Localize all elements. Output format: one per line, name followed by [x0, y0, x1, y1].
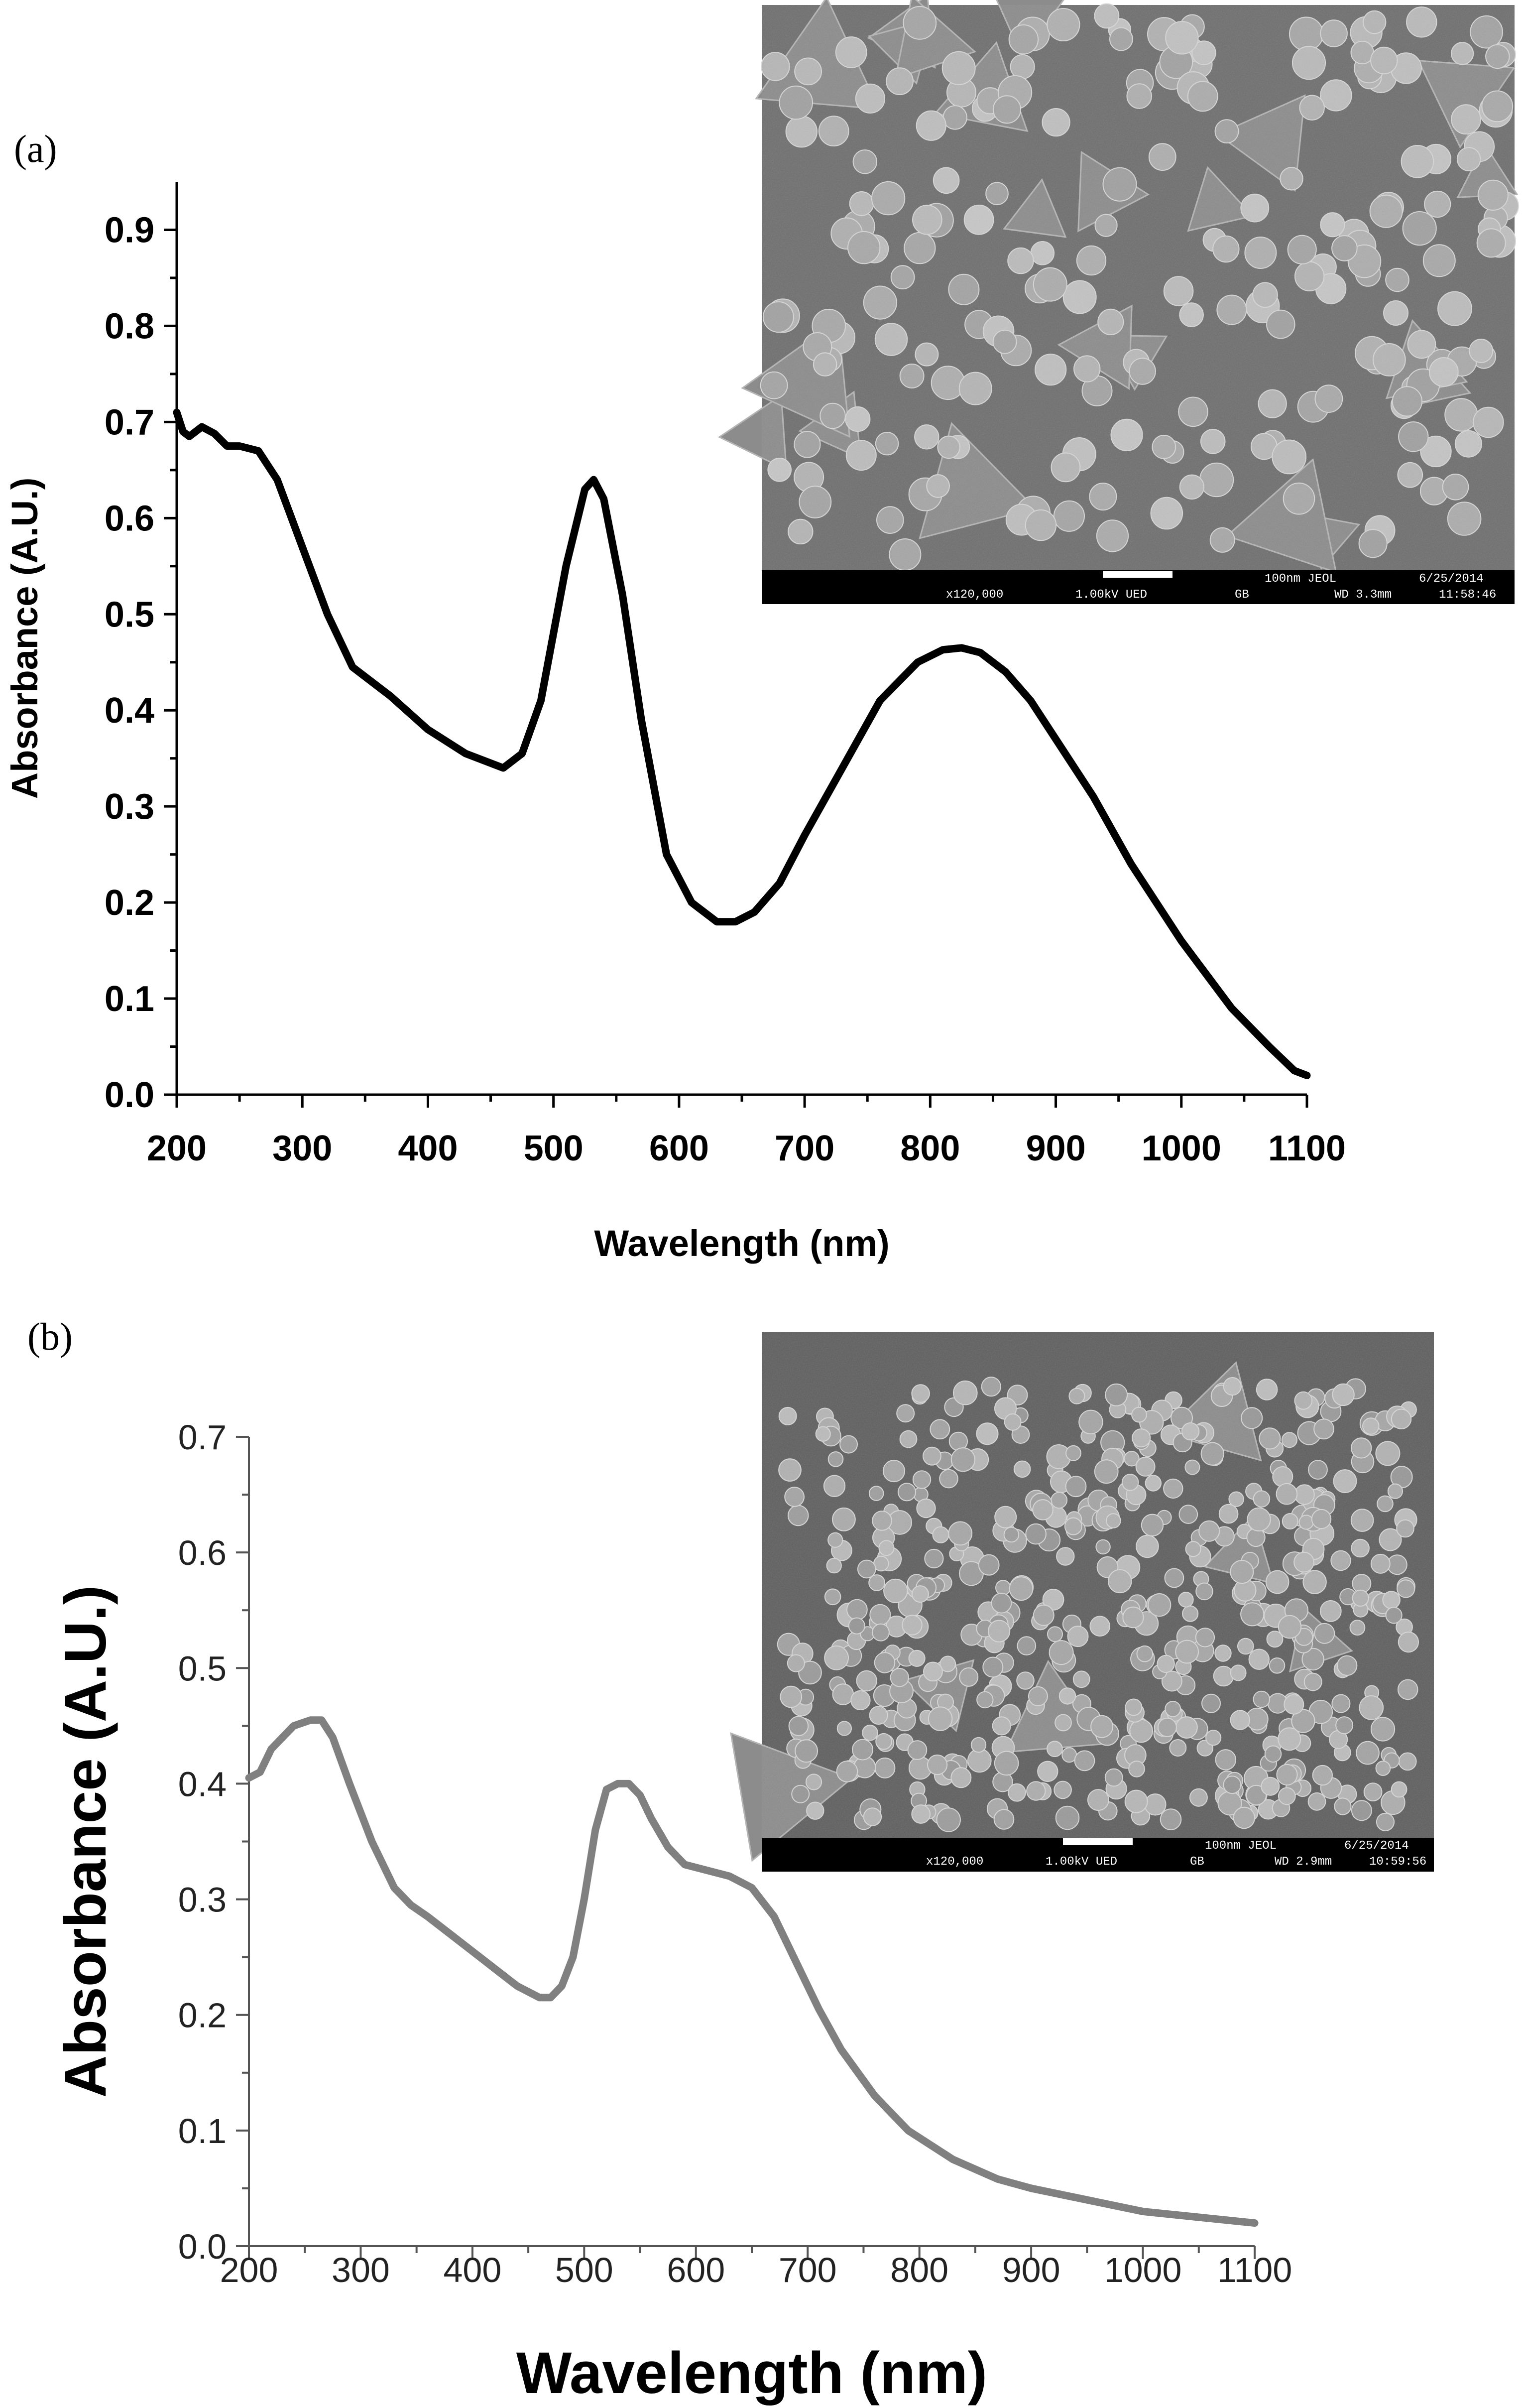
y-tick-label: 0.3	[178, 1881, 227, 1919]
sem-date: 6/25/2014	[1344, 1839, 1409, 1853]
sem-inset-a: 100nm JEOL 6/25/2014 x120,000 1.00kV UED…	[717, 0, 1519, 604]
y-tick-label: 0.2	[105, 883, 154, 923]
sem-scale-bar	[1063, 1838, 1133, 1845]
x-tick-label: 1100	[1268, 1129, 1346, 1168]
y-tick-label: 0.7	[105, 402, 154, 442]
x-tick-label: 500	[555, 2251, 613, 2289]
plot-b-axes: 200 300 400 500 600 700 800 900 1000 1100 0.0 0.1 0.…	[53, 1418, 1292, 2406]
y-tick-label: 0.7	[178, 1418, 227, 1457]
panel-a: (a) 200 300 400 500 600 700 800 900 1000 1100 0.0 0…	[4, 0, 1519, 1264]
y-tick-label: 0.4	[105, 691, 154, 731]
sem-texture	[762, 1332, 1434, 1838]
sem-inset-b: 100nm JEOL 6/25/2014 x120,000 1.00kV UED…	[730, 1332, 1434, 1872]
x-tick-label: 700	[775, 1129, 834, 1168]
sem-instrument-scale: 100nm JEOL	[1205, 1839, 1277, 1853]
sem-scale-bar	[1103, 571, 1172, 578]
y-axis-title: Absorbance (A.U.)	[4, 478, 45, 799]
panel-b-label: (b)	[27, 1315, 73, 1358]
x-tick-label: 400	[398, 1129, 458, 1168]
plot-a-axes: 200 300 400 500 600 700 800 900 1000 1100 0.0 0.1 0.…	[4, 182, 1346, 1264]
x-axis-title: Wavelength (nm)	[516, 2340, 987, 2406]
x-tick-label: 800	[900, 1129, 960, 1168]
sem-voltage: 1.00kV UED	[1046, 1855, 1117, 1869]
x-tick-label: 200	[147, 1129, 207, 1168]
absorbance-series-line	[245, 1716, 1259, 2227]
x-tick-label: 300	[332, 2251, 390, 2289]
x-tick-label: 500	[524, 1129, 584, 1168]
y-tick-label: 0.1	[105, 979, 154, 1019]
x-tick-label: 400	[443, 2251, 501, 2289]
y-tick-label: 0.3	[105, 787, 154, 827]
y-tick-label: 0.2	[178, 1996, 227, 2035]
x-tick-label: 600	[649, 1129, 709, 1168]
panel-b: (b) 200 300 400 500 600 700 800 900 1000 1100 0.0 0…	[27, 1315, 1434, 2406]
absorbance-series-line	[173, 408, 1311, 1079]
x-tick-label: 600	[667, 2251, 725, 2289]
x-tick-label: 900	[1002, 2251, 1060, 2289]
y-tick-label: 0.0	[105, 1075, 154, 1115]
sem-texture	[762, 5, 1515, 570]
x-tick-label: 200	[220, 2251, 278, 2289]
y-tick-label: 0.1	[178, 2112, 227, 2151]
sem-voltage: 1.00kV UED	[1075, 588, 1147, 602]
y-tick-label: 0.4	[178, 1765, 227, 1803]
x-tick-label: 700	[779, 2251, 837, 2289]
sem-magnification: x120,000	[926, 1855, 983, 1869]
y-tick-label: 0.8	[105, 306, 154, 346]
sem-operator: GB	[1190, 1855, 1204, 1869]
sem-instrument-scale: 100nm JEOL	[1265, 572, 1336, 586]
sem-time: 10:59:56	[1369, 1855, 1426, 1869]
sem-date: 6/25/2014	[1419, 572, 1484, 586]
y-tick-label: 0.6	[105, 499, 154, 538]
x-axis-title: Wavelength (nm)	[594, 1223, 889, 1264]
y-axis-title: Absorbance (A.U.)	[53, 1585, 118, 2098]
y-tick-label: 0.5	[178, 1649, 227, 1688]
sem-time: 11:58:46	[1439, 588, 1496, 602]
sem-operator: GB	[1235, 588, 1249, 602]
y-tick-label: 0.9	[105, 210, 154, 250]
x-tick-label: 900	[1026, 1129, 1085, 1168]
panel-a-label: (a)	[14, 127, 57, 170]
sem-working-distance: WD 2.9mm	[1275, 1855, 1332, 1869]
x-tick-label: 300	[272, 1129, 332, 1168]
x-tick-label: 1100	[1217, 2251, 1292, 2289]
y-tick-label: 0.0	[178, 2227, 227, 2266]
y-tick-label: 0.6	[178, 1533, 227, 1572]
x-tick-label: 800	[890, 2251, 948, 2289]
sem-magnification: x120,000	[946, 588, 1003, 602]
sem-working-distance: WD 3.3mm	[1334, 588, 1392, 602]
x-tick-label: 1000	[1142, 1129, 1221, 1168]
y-tick-label: 0.5	[105, 595, 154, 634]
x-tick-label: 1000	[1104, 2251, 1182, 2289]
